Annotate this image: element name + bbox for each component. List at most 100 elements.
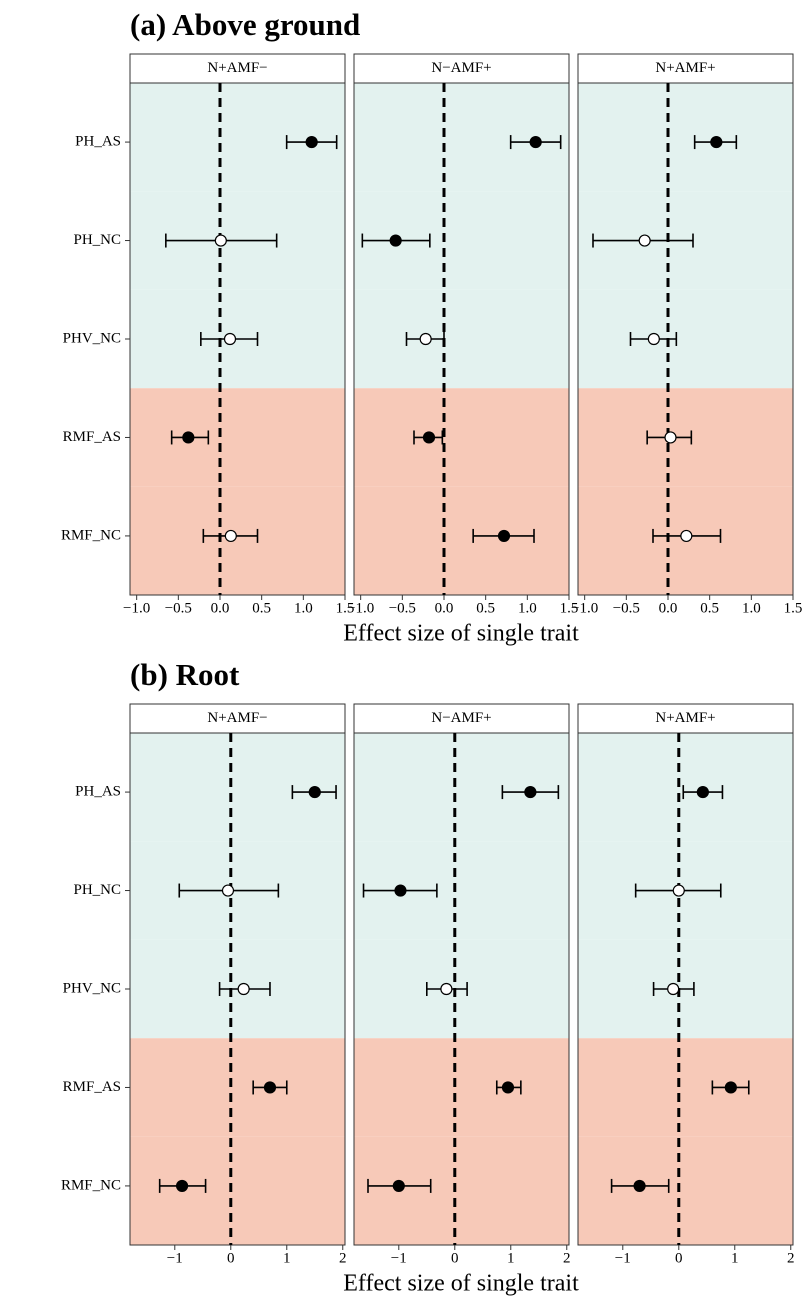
point xyxy=(672,884,685,897)
y-tick-label: PHV_NC xyxy=(63,330,121,346)
x-tick-label: 1.0 xyxy=(294,600,313,616)
y-tick-label: PH_NC xyxy=(73,232,121,248)
strip xyxy=(353,703,570,734)
x-tick-label: −0.5 xyxy=(165,600,192,616)
chart-title: (b) Root xyxy=(130,657,240,692)
category-band xyxy=(354,1136,569,1245)
point xyxy=(710,135,723,149)
x-tick-label: 0.5 xyxy=(700,600,719,616)
point xyxy=(389,234,402,247)
strip xyxy=(353,53,570,84)
strip xyxy=(129,703,346,734)
point xyxy=(392,1179,405,1193)
point xyxy=(724,1081,737,1094)
category-band xyxy=(578,1038,793,1137)
y-tick-label: PH_AS xyxy=(75,784,121,800)
y-tick-label: PHV_NC xyxy=(63,980,121,996)
point xyxy=(633,1179,646,1193)
category-band xyxy=(130,1038,345,1137)
x-axis-label: Effect size of single trait xyxy=(343,1271,579,1297)
x-tick-label: −0.5 xyxy=(613,600,640,616)
y-tick-label: RMF_AS xyxy=(63,429,121,445)
panel-border xyxy=(353,732,570,1246)
y-tick-label: RMF_NC xyxy=(61,527,121,543)
x-tick-label: 0 xyxy=(451,1250,459,1266)
x-tick-label: 1 xyxy=(283,1250,291,1266)
strip-label: N−AMF+ xyxy=(431,710,491,726)
point xyxy=(440,982,453,996)
point xyxy=(221,884,235,897)
strip-label: N+AMF+ xyxy=(655,60,715,76)
x-tick-label: −1.0 xyxy=(571,600,598,616)
category-band xyxy=(354,486,569,595)
category-band xyxy=(578,1136,793,1245)
category-band xyxy=(578,83,793,192)
category-band xyxy=(130,486,345,595)
point xyxy=(667,982,680,996)
point xyxy=(394,884,407,897)
strip-label: N+AMF− xyxy=(207,60,267,76)
point xyxy=(638,234,651,247)
category-band xyxy=(578,289,793,389)
point xyxy=(305,135,318,149)
x-tick-label: −0.5 xyxy=(389,600,416,616)
strip-label: N+AMF− xyxy=(207,710,267,726)
point xyxy=(175,1179,189,1193)
panel-border xyxy=(577,732,794,1246)
x-tick-label: 0.0 xyxy=(659,600,678,616)
point xyxy=(664,431,677,444)
x-tick-label: 1.5 xyxy=(560,600,579,616)
x-tick-label: 1.0 xyxy=(518,600,537,616)
point xyxy=(263,1081,277,1094)
point xyxy=(224,529,237,543)
point xyxy=(680,529,693,543)
x-tick-label: −1 xyxy=(391,1250,407,1266)
y-tick-label: PH_AS xyxy=(75,134,121,150)
x-axis-label: Effect size of single trait xyxy=(343,621,579,647)
x-tick-label: 2 xyxy=(339,1250,347,1266)
x-tick-label: −1.0 xyxy=(347,600,374,616)
strip-label: N+AMF+ xyxy=(655,710,715,726)
strip-label: N−AMF+ xyxy=(431,60,491,76)
y-tick-label: PH_NC xyxy=(73,882,121,898)
chart-title: (a) Above ground xyxy=(130,7,360,42)
x-tick-label: 1.0 xyxy=(742,600,761,616)
strip xyxy=(129,53,346,84)
category-band xyxy=(354,388,569,487)
point xyxy=(529,135,542,149)
y-tick-label: RMF_AS xyxy=(63,1079,121,1095)
x-tick-label: 1.5 xyxy=(784,600,803,616)
x-tick-label: 0.5 xyxy=(476,600,495,616)
point xyxy=(422,431,436,444)
strip xyxy=(577,53,794,84)
x-tick-label: 0 xyxy=(675,1250,683,1266)
point xyxy=(524,785,537,799)
category-band xyxy=(354,289,569,389)
category-band xyxy=(578,733,793,842)
panel-border xyxy=(353,82,570,596)
point xyxy=(647,332,660,346)
category-band xyxy=(130,388,345,487)
x-tick-label: −1 xyxy=(615,1250,631,1266)
category-band xyxy=(130,1136,345,1245)
x-tick-label: −1.0 xyxy=(123,600,150,616)
point xyxy=(696,785,709,799)
x-tick-label: 1 xyxy=(507,1250,515,1266)
panel-border xyxy=(577,82,794,596)
point xyxy=(419,332,432,346)
point xyxy=(237,982,250,996)
x-tick-label: 1 xyxy=(731,1250,739,1266)
x-tick-label: 1.5 xyxy=(336,600,355,616)
x-tick-label: 0 xyxy=(227,1250,235,1266)
x-tick-label: −1 xyxy=(167,1250,183,1266)
category-band xyxy=(130,733,345,842)
category-band xyxy=(354,1038,569,1137)
point xyxy=(214,234,227,247)
point xyxy=(182,431,195,444)
x-tick-label: 2 xyxy=(563,1250,571,1266)
x-tick-label: 0.0 xyxy=(211,600,230,616)
x-tick-label: 0.0 xyxy=(435,600,454,616)
point xyxy=(308,785,321,799)
